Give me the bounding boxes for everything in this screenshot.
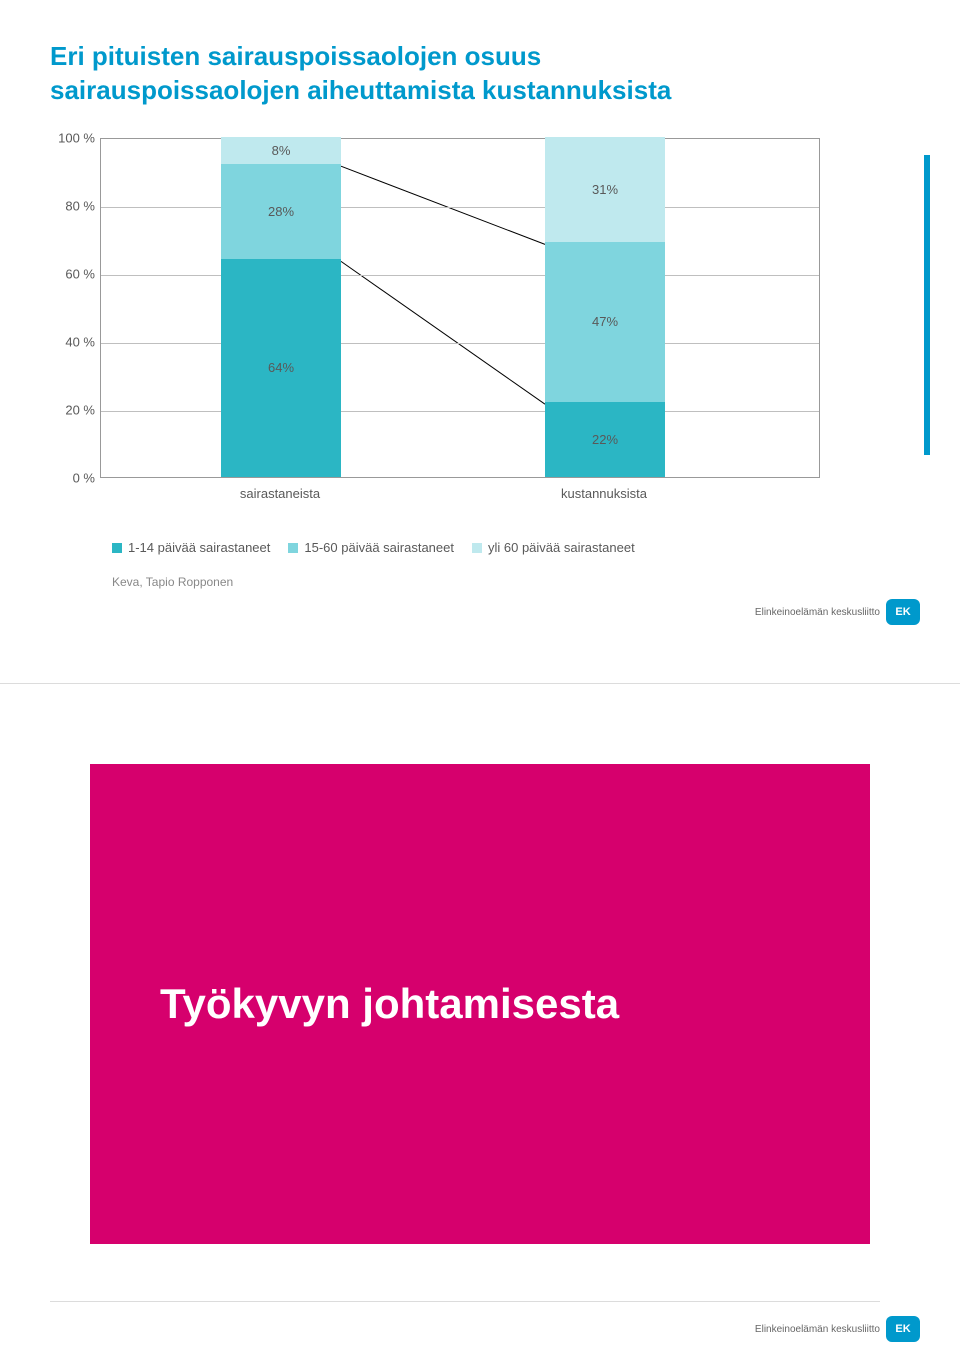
y-axis: 100 %80 %60 %40 %20 %0 % <box>45 138 95 478</box>
x-tick-label: kustannuksista <box>561 486 647 501</box>
legend-item: 15-60 päivää sairastaneet <box>288 540 454 555</box>
title-line-2: sairauspoissaolojen aiheuttamista kustan… <box>50 75 671 105</box>
y-tick-label: 40 % <box>65 334 95 349</box>
bar-segment: 64% <box>221 259 341 477</box>
y-tick-label: 20 % <box>65 402 95 417</box>
title-line-1: Eri pituisten sairauspoissaolojen osuus <box>50 41 541 71</box>
footer-logo: Elinkeinoelämän keskusliitto EK <box>755 1316 920 1342</box>
legend-label: 1-14 päivää sairastaneet <box>128 540 270 555</box>
slide-chart: Eri pituisten sairauspoissaolojen osuus … <box>0 0 960 640</box>
legend-swatch <box>112 543 122 553</box>
bar: 22%47%31% <box>545 137 665 477</box>
legend-item: yli 60 päivää sairastaneet <box>472 540 635 555</box>
bar-segment: 31% <box>545 137 665 242</box>
footer-org-text: Elinkeinoelämän keskusliitto <box>755 1324 880 1335</box>
y-tick-label: 60 % <box>65 266 95 281</box>
x-tick-label: sairastaneista <box>240 486 320 501</box>
legend-swatch <box>288 543 298 553</box>
gridline <box>101 275 819 276</box>
footer-logo: Elinkeinoelämän keskusliitto EK <box>755 599 920 625</box>
legend-swatch <box>472 543 482 553</box>
title-card-box: Työkyvyn johtamisesta <box>90 764 870 1244</box>
slide-title-card: Työkyvyn johtamisesta Elinkeinoelämän ke… <box>0 684 960 1367</box>
connector-lines <box>101 139 821 479</box>
bar-segment: 8% <box>221 137 341 164</box>
legend-label: yli 60 päivää sairastaneet <box>488 540 635 555</box>
chart-container: 100 %80 %60 %40 %20 %0 % 64%28%8%22%47%3… <box>100 138 820 478</box>
gridline <box>101 343 819 344</box>
y-tick-label: 80 % <box>65 198 95 213</box>
bar-segment: 47% <box>545 242 665 402</box>
ek-logo-icon: EK <box>886 599 920 625</box>
connector-line <box>341 261 545 404</box>
chart-plot: 64%28%8% 22%47%31% <box>100 138 820 478</box>
accent-bar <box>924 155 930 455</box>
connector-line <box>341 166 545 244</box>
slide2-divider <box>50 1301 880 1302</box>
legend-label: 15-60 päivää sairastaneet <box>304 540 454 555</box>
legend-item: 1-14 päivää sairastaneet <box>112 540 270 555</box>
page-title: Eri pituisten sairauspoissaolojen osuus … <box>50 40 910 108</box>
footer-org-text: Elinkeinoelämän keskusliitto <box>755 607 880 618</box>
y-tick-label: 0 % <box>73 470 95 485</box>
bar: 64%28%8% <box>221 137 341 477</box>
ek-logo-icon: EK <box>886 1316 920 1342</box>
bar-segment: 22% <box>545 402 665 477</box>
title-card-heading: Työkyvyn johtamisesta <box>160 980 619 1028</box>
bar-segment: 28% <box>221 164 341 259</box>
chart-legend: 1-14 päivää sairastaneet 15-60 päivää sai… <box>112 540 832 555</box>
y-tick-label: 100 % <box>58 130 95 145</box>
gridline <box>101 207 819 208</box>
chart-source: Keva, Tapio Ropponen <box>112 575 233 589</box>
gridline <box>101 411 819 412</box>
